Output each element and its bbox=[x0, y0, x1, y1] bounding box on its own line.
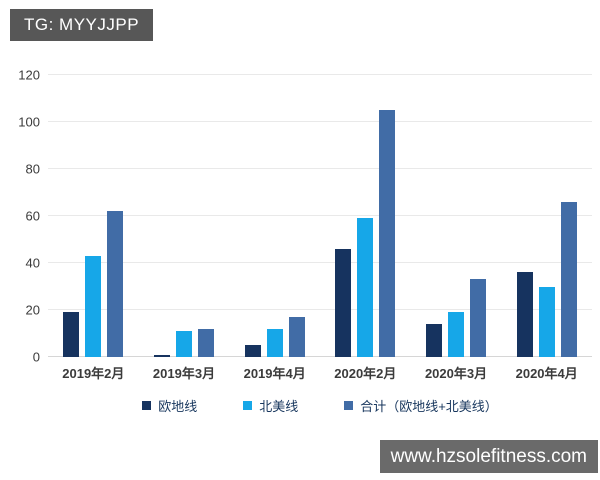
x-tick-label: 2019年4月 bbox=[243, 366, 306, 381]
bar-欧地线 bbox=[426, 324, 443, 357]
bar-group bbox=[139, 75, 230, 357]
gridline bbox=[48, 120, 592, 122]
bar-北美线 bbox=[448, 312, 465, 357]
bar-欧地线 bbox=[516, 272, 533, 357]
x-axis: 2019年2月 2019年3月 2019年4月 2020年2月 2020年3月 2020年… bbox=[48, 363, 592, 382]
plot-area bbox=[48, 74, 592, 357]
bar-合计（欧地线+北美线） bbox=[470, 279, 487, 357]
y-tick-label: 0 bbox=[32, 349, 40, 365]
bar-合计（欧地线+北美线） bbox=[560, 201, 577, 357]
watermark-badge-top: TG: MYYJJPP bbox=[10, 9, 154, 41]
bar-合计（欧地线+北美线） bbox=[198, 328, 214, 357]
legend-item: 合计（欧地线+北美线） bbox=[344, 396, 498, 415]
legend-item: 欧地线 bbox=[142, 396, 197, 415]
bar-北美线 bbox=[85, 255, 102, 357]
y-tick-label: 40 bbox=[25, 255, 40, 271]
bar-group bbox=[411, 75, 502, 357]
bar-北美线 bbox=[266, 328, 283, 357]
bar-合计（欧地线+北美线） bbox=[107, 211, 124, 357]
legend-item: 北美线 bbox=[243, 396, 298, 415]
x-tick-label: 2020年4月 bbox=[515, 366, 578, 381]
bar-欧地线 bbox=[154, 354, 170, 357]
bar-北美线 bbox=[357, 218, 374, 357]
bar-北美线 bbox=[538, 286, 555, 357]
gridline bbox=[48, 167, 592, 169]
x-tick-label: 2020年3月 bbox=[424, 366, 488, 381]
y-tick-label: 100 bbox=[18, 114, 40, 130]
legend-label: 欧地线 bbox=[158, 399, 198, 414]
y-tick-label: 120 bbox=[18, 67, 40, 83]
bar-group bbox=[48, 75, 139, 357]
x-axis-line bbox=[48, 356, 592, 357]
bar-group bbox=[320, 75, 411, 357]
legend-label: 合计（欧地线+北美线） bbox=[360, 399, 498, 414]
bar-北美线 bbox=[176, 331, 192, 357]
x-tick-label: 2019年2月 bbox=[62, 366, 125, 381]
bar-group bbox=[229, 75, 320, 357]
gridline bbox=[48, 74, 592, 75]
y-tick-label: 20 bbox=[25, 302, 40, 318]
y-axis: 0 20 40 60 80 100 120 bbox=[8, 68, 40, 365]
watermark-badge-bottom: www.hzsolefitness.com bbox=[379, 440, 598, 473]
x-tick-label: 2019年3月 bbox=[152, 366, 216, 381]
gridline bbox=[48, 215, 592, 216]
bar-欧地线 bbox=[335, 248, 352, 357]
legend-marker bbox=[142, 401, 152, 410]
legend-marker bbox=[344, 401, 354, 410]
bar-欧地线 bbox=[244, 345, 261, 357]
x-tick-label: 2020年2月 bbox=[334, 366, 397, 381]
bar-合计（欧地线+北美线） bbox=[288, 317, 305, 357]
gridline bbox=[48, 309, 592, 310]
legend: 欧地线 北美线 合计（欧地线+北美线） bbox=[48, 396, 592, 415]
y-tick-label: 80 bbox=[25, 161, 40, 177]
legend-label: 北美线 bbox=[259, 399, 299, 414]
bar-groups bbox=[48, 75, 592, 357]
gridline bbox=[48, 261, 592, 263]
bar-group bbox=[501, 75, 592, 357]
legend-marker bbox=[243, 401, 253, 410]
y-tick-label: 60 bbox=[25, 208, 40, 224]
bar-欧地线 bbox=[63, 312, 80, 357]
bar-合计（欧地线+北美线） bbox=[379, 110, 396, 357]
